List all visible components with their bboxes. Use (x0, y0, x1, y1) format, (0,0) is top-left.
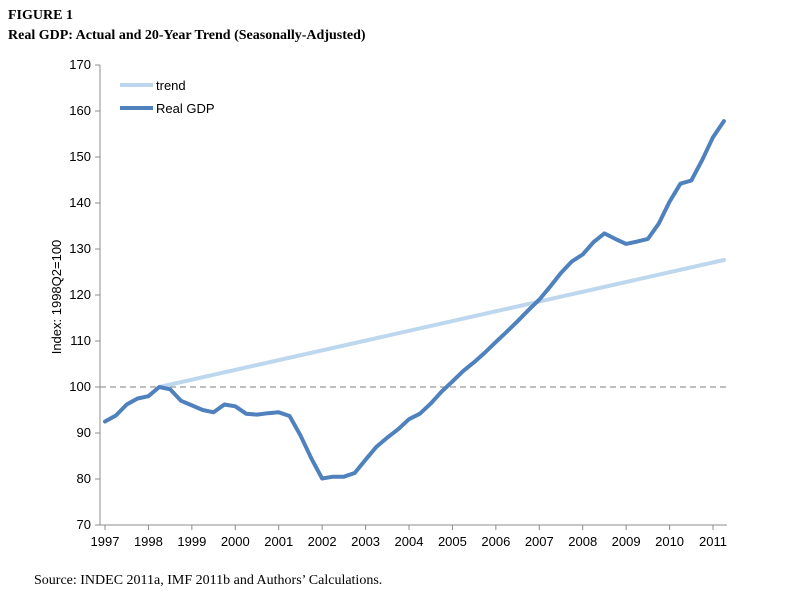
y-tick-label: 110 (70, 333, 91, 348)
y-tick-label: 140 (69, 195, 91, 210)
legend-label: trend (156, 78, 186, 93)
x-tick-label: 2005 (438, 534, 467, 549)
x-tick-label: 1999 (177, 534, 206, 549)
y-tick-label: 160 (69, 103, 91, 118)
x-tick-label: 2010 (655, 534, 684, 549)
x-tick-label: 2000 (221, 534, 250, 549)
y-tick-label: 100 (69, 379, 91, 394)
x-tick-label: 2007 (525, 534, 554, 549)
y-tick-label: 120 (69, 287, 91, 302)
y-tick-label: 150 (69, 149, 91, 164)
legend-label: Real GDP (156, 101, 215, 116)
x-tick-label: 2001 (264, 534, 293, 549)
y-tick-label: 130 (69, 241, 91, 256)
y-tick-label: 70 (77, 517, 91, 532)
series-line-trend (157, 258, 726, 389)
x-tick-label: 2008 (568, 534, 597, 549)
series-layer (103, 119, 726, 481)
y-axis-label: Index: 1998Q2=100 (49, 240, 64, 355)
y-tick-label: 90 (77, 425, 91, 440)
y-tick-label: 170 (69, 57, 91, 72)
x-tick-label: 2002 (308, 534, 337, 549)
y-tick-label: 80 (77, 471, 91, 486)
x-tick-label: 1998 (134, 534, 163, 549)
source-note: Source: INDEC 2011a, IMF 2011b and Autho… (34, 573, 383, 588)
x-tick-label: 2009 (612, 534, 641, 549)
figure-title: Real GDP: Actual and 20-Year Trend (Seas… (8, 28, 366, 43)
series-line-real-gdp (103, 119, 726, 481)
figure-label: FIGURE 1 (8, 8, 73, 23)
x-axis: 1997 1998 1999 2000 2001 2002 2003 2004 2005 2006… (91, 525, 727, 549)
x-tick-label: 2003 (351, 534, 380, 549)
x-tick-label: 2006 (481, 534, 510, 549)
plot-area (99, 65, 727, 526)
x-tick-label: 2011 (699, 534, 727, 549)
y-axis: 70 80 90 100 110 120 130 140 150 160 170 (69, 57, 100, 532)
x-tick-label: 2004 (395, 534, 424, 549)
legend: trend Real GDP (120, 78, 215, 116)
x-tick-label: 1997 (91, 534, 120, 549)
